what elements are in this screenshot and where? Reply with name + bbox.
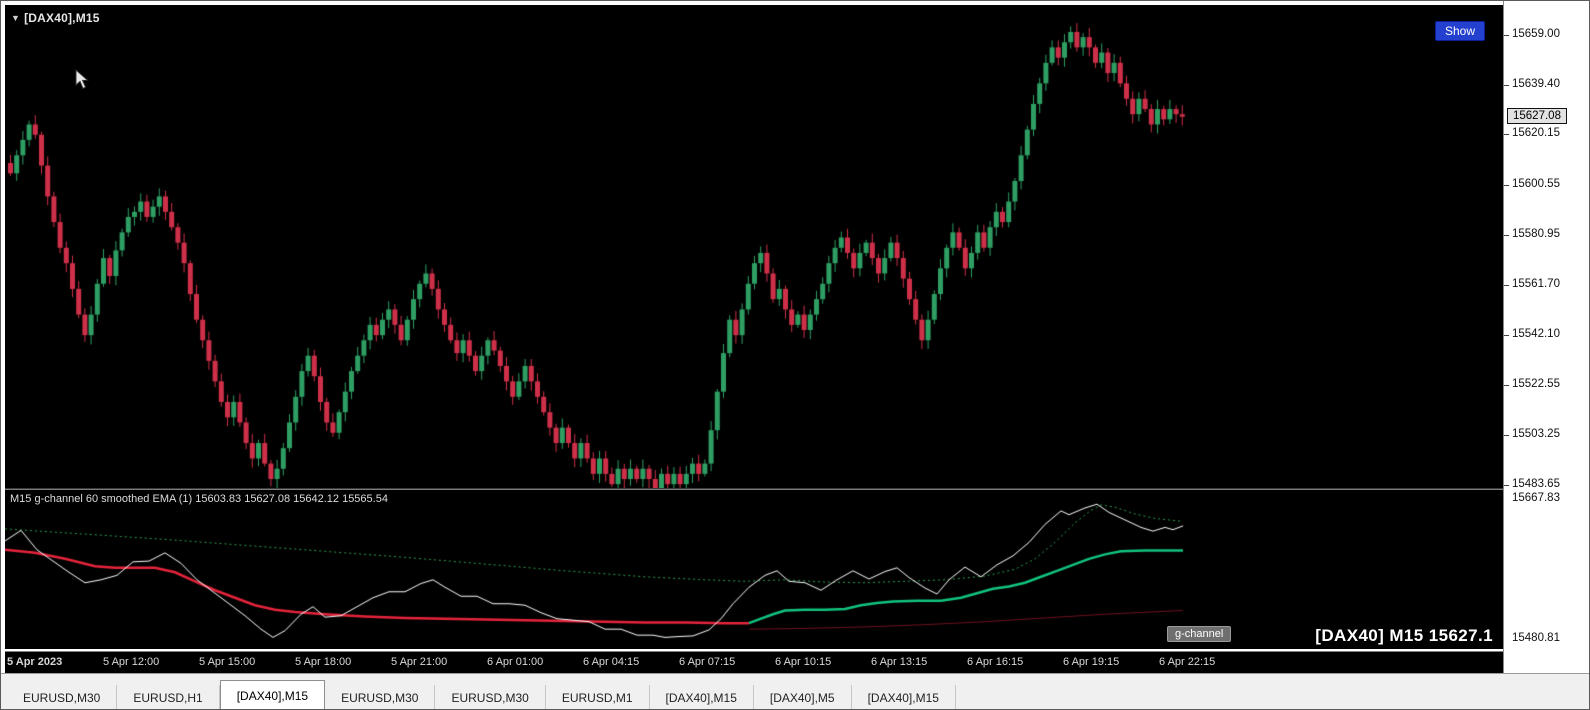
time-axis-label: 6 Apr 16:15 — [967, 656, 1024, 668]
chart-tab-eurusd-m30[interactable]: EURUSD,M30 — [325, 685, 436, 709]
time-axis-label: 6 Apr 04:15 — [583, 656, 640, 668]
chart-tab--dax40--m5[interactable]: [DAX40],M5 — [754, 685, 852, 709]
time-axis-label: 6 Apr 19:15 — [1063, 656, 1120, 668]
show-button[interactable]: Show — [1434, 21, 1485, 41]
price-axis[interactable]: 15659.00 15639.40 15620.15 15600.55 15580.95… — [1503, 1, 1589, 673]
indicator-panel[interactable]: M15 g-channel 60 smoothed EMA (1) 15603.… — [5, 490, 1503, 649]
time-axis-label: 6 Apr 01:00 — [487, 656, 544, 668]
main-chart-canvas[interactable] — [5, 5, 1503, 488]
price-tick-label: 15522.55 — [1512, 378, 1560, 391]
expand-arrow-icon[interactable]: ▼ — [11, 13, 21, 23]
price-tick-mark — [1504, 84, 1509, 86]
indicator-tick-label: 15480.81 — [1512, 632, 1560, 645]
price-tick-label: 15659.00 — [1512, 27, 1560, 40]
panel-divider[interactable] — [5, 488, 1503, 491]
indicator-values-label: M15 g-channel 60 smoothed EMA (1) 15603.… — [10, 493, 388, 505]
price-tick-mark — [1504, 235, 1509, 237]
price-tick-mark — [1504, 284, 1509, 286]
chart-watermark: [DAX40] M15 15627.1 — [1315, 626, 1493, 645]
time-axis[interactable]: 5 Apr 2023 5 Apr 12:00 5 Apr 15:00 5 Apr 18… — [5, 651, 1503, 674]
price-tick-label: 15542.10 — [1512, 327, 1560, 340]
time-axis-label: 5 Apr 15:00 — [199, 656, 256, 668]
current-price-tag: 15627.08 — [1507, 107, 1567, 124]
price-tick-mark — [1504, 434, 1509, 436]
time-axis-label: 6 Apr 07:15 — [679, 656, 736, 668]
price-tick-label: 15600.55 — [1512, 177, 1560, 190]
chart-tab--dax40--m15[interactable]: [DAX40],M15 — [852, 685, 956, 709]
indicator-canvas[interactable] — [5, 490, 1503, 649]
chart-tab-eurusd-m1[interactable]: EURUSD,M1 — [546, 685, 650, 709]
chart-symbol-label[interactable]: ▼ [DAX40],M15 — [11, 11, 100, 25]
price-tick-label: 15561.70 — [1512, 277, 1560, 290]
price-tick-label: 15639.40 — [1512, 77, 1560, 90]
chart-tab--dax40--m15[interactable]: [DAX40],M15 — [650, 685, 754, 709]
time-axis-label: 6 Apr 13:15 — [871, 656, 928, 668]
chart-tab-bar: EURUSD,M30 EURUSD,H1 [DAX40],M15 EURUSD,M30… — [1, 673, 1589, 709]
chart-tab-eurusd-h1[interactable]: EURUSD,H1 — [117, 685, 220, 709]
price-tick-mark — [1504, 385, 1509, 387]
price-tick-mark — [1504, 184, 1509, 186]
time-axis-label: 6 Apr 22:15 — [1159, 656, 1216, 668]
price-tick-label: 15483.65 — [1512, 478, 1560, 491]
price-tick-mark — [1504, 34, 1509, 36]
symbol-period-text: [DAX40],M15 — [24, 11, 100, 25]
time-axis-label: 5 Apr 18:00 — [295, 656, 352, 668]
indicator-tick-label: 15667.83 — [1512, 492, 1560, 505]
time-axis-label: 5 Apr 2023 — [7, 656, 63, 668]
chart-tab-eurusd-m30[interactable]: EURUSD,M30 — [7, 685, 118, 709]
price-tick-label: 15503.25 — [1512, 427, 1560, 440]
time-axis-label: 5 Apr 21:00 — [391, 656, 448, 668]
time-axis-label: 5 Apr 12:00 — [103, 656, 160, 668]
price-tick-label: 15620.15 — [1512, 127, 1560, 140]
price-tick-mark — [1504, 134, 1509, 136]
time-axis-label: 6 Apr 10:15 — [775, 656, 832, 668]
price-tick-label: 15580.95 — [1512, 228, 1560, 241]
price-tick-mark — [1504, 334, 1509, 336]
chart-tab-eurusd-m30[interactable]: EURUSD,M30 — [435, 685, 546, 709]
chart-tab--dax40--m15[interactable]: [DAX40],M15 — [219, 680, 326, 709]
indicator-tooltip: g-channel — [1167, 626, 1232, 642]
price-tick-mark — [1504, 485, 1509, 487]
main-chart-area[interactable]: ▼ [DAX40],M15 Show — [5, 5, 1503, 488]
